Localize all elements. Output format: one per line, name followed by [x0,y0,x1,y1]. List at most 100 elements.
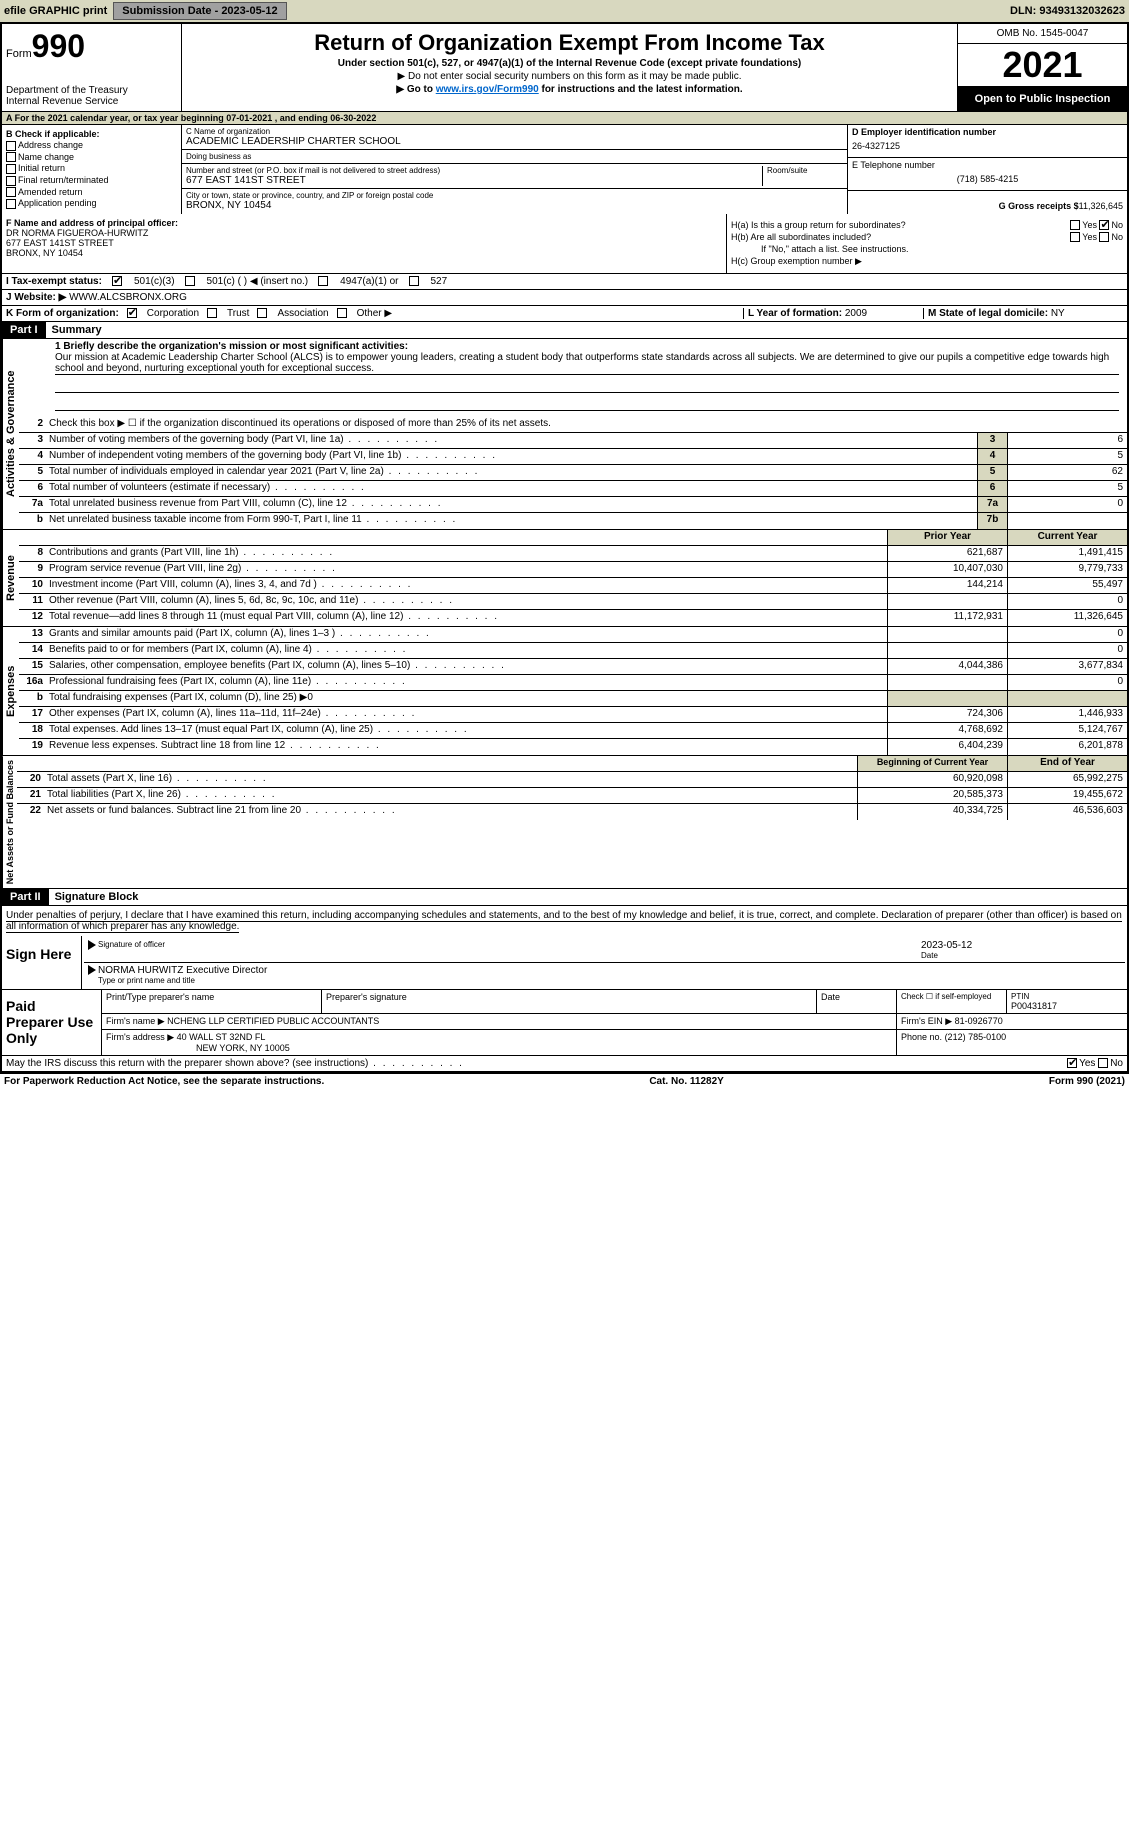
table-row: 13Grants and similar amounts paid (Part … [19,627,1127,643]
header-center: Return of Organization Exempt From Incom… [182,24,957,111]
street-value: 677 EAST 141ST STREET [186,175,758,186]
checkbox-icon[interactable] [257,308,267,318]
checkbox-icon[interactable] [318,276,328,286]
mission-label: 1 Briefly describe the organization's mi… [55,341,1119,352]
check-final: Final return/terminated [6,175,177,186]
part1-header: Part I Summary [2,322,1127,339]
i-label: I Tax-exempt status: [6,276,102,287]
street-label: Number and street (or P.O. box if mail i… [186,166,758,175]
table-row: bTotal fundraising expenses (Part IX, co… [19,691,1127,707]
room-label: Room/suite [767,166,843,175]
checkbox-checked-icon[interactable] [112,276,122,286]
prep-check-head: Check ☐ if self-employed [897,990,1007,1013]
checkbox-icon[interactable] [1070,232,1080,242]
table-row: 4Number of independent voting members of… [19,449,1127,465]
sig-line-2: NORMA HURWITZ Executive DirectorType or … [84,963,1125,987]
k-label: K Form of organization: [6,308,119,319]
omb-number: OMB No. 1545-0047 [958,24,1127,44]
discuss-row: May the IRS discuss this return with the… [2,1056,1127,1072]
checkbox-icon[interactable] [337,308,347,318]
ein-label: D Employer identification number [852,127,1123,137]
sign-here-row: Sign Here Signature of officer 2023-05-1… [2,936,1127,990]
firm-name: NCHENG LLP CERTIFIED PUBLIC ACCOUNTANTS [167,1016,379,1026]
tel-value: (718) 585-4215 [852,170,1123,188]
mission-text: Our mission at Academic Leadership Chart… [55,352,1119,375]
checkbox-icon[interactable] [185,276,195,286]
section-fh: F Name and address of principal officer:… [2,214,1127,274]
checkbox-icon[interactable] [6,164,16,174]
efile-label: efile GRAPHIC print [4,5,107,17]
table-row: 3Number of voting members of the governi… [19,433,1127,449]
ptin-value: P00431817 [1011,1001,1123,1011]
checkbox-icon[interactable] [6,199,16,209]
checkbox-icon[interactable] [409,276,419,286]
rev-vlabel: Revenue [2,530,19,626]
sig-line-1: Signature of officer 2023-05-12Date [84,938,1125,963]
exp-vlabel: Expenses [2,627,19,755]
checkbox-icon[interactable] [207,308,217,318]
officer-name: DR NORMA FIGUEROA-HURWITZ [6,228,722,238]
hb-row: H(b) Are all subordinates included? Yes … [731,232,1123,242]
note-ssn: ▶ Do not enter social security numbers o… [186,71,953,82]
checkbox-icon[interactable] [1099,232,1109,242]
table-row: 21Total liabilities (Part X, line 26)20,… [17,788,1127,804]
section-h: H(a) Is this a group return for subordin… [727,214,1127,273]
prep-addr-row: Firm's address ▶ 40 WALL ST 32ND FLNEW Y… [102,1030,1127,1055]
table-row: 14Benefits paid to or for members (Part … [19,643,1127,659]
ptin-head: PTIN [1011,992,1123,1001]
l-value: 2009 [845,308,867,319]
table-row: 16aProfessional fundraising fees (Part I… [19,675,1127,691]
rev-head-row: Prior Year Current Year [19,530,1127,546]
end-head: End of Year [1007,756,1127,771]
table-row: 15Salaries, other compensation, employee… [19,659,1127,675]
firm-label: Firm's name ▶ [106,1016,165,1026]
part2-badge: Part II [2,889,49,905]
checkbox-icon[interactable] [6,187,16,197]
note2-pre: ▶ Go to [396,84,435,95]
checkbox-checked-icon[interactable] [127,308,137,318]
prep-name-head: Print/Type preparer's name [102,990,322,1013]
col-b: B Check if applicable: Address change Na… [2,125,182,214]
blank-line [55,379,1119,393]
preparer-label: Paid Preparer Use Only [2,990,102,1055]
beginning-head: Beginning of Current Year [857,756,1007,771]
hb-note: If "No," attach a list. See instructions… [731,244,1123,254]
arrow-icon [88,965,96,975]
current-year-head: Current Year [1007,530,1127,545]
prior-year-head: Prior Year [887,530,1007,545]
checkbox-icon[interactable] [6,176,16,186]
tax-status-row: I Tax-exempt status: 501(c)(3) 501(c) ( … [2,274,1127,290]
checkbox-icon[interactable] [6,141,16,151]
checkbox-checked-icon[interactable] [1099,220,1109,230]
part1-badge: Part I [2,322,46,338]
table-row: bNet unrelated business taxable income f… [19,513,1127,529]
checkbox-icon[interactable] [1098,1058,1108,1068]
org-name: ACADEMIC LEADERSHIP CHARTER SCHOOL [186,136,843,147]
dln-label: DLN: 93493132032623 [1010,5,1125,17]
checkbox-checked-icon[interactable] [1067,1058,1077,1068]
check-amended: Amended return [6,187,177,198]
revenue-table: Revenue Prior Year Current Year 8Contrib… [2,530,1127,627]
prep-head-row: Print/Type preparer's name Preparer's si… [102,990,1127,1014]
irs-link[interactable]: www.irs.gov/Form990 [436,84,539,95]
prep-sig-head: Preparer's signature [322,990,817,1013]
table-row: 6Total number of volunteers (estimate if… [19,481,1127,497]
check-namechange: Name change [6,152,177,163]
checkbox-icon[interactable] [6,152,16,162]
m-label: M State of legal domicile: [928,308,1048,319]
firm-addr1: 40 WALL ST 32ND FL [177,1032,266,1042]
hc-row: H(c) Group exemption number ▶ [731,256,1123,267]
submission-date-button[interactable]: Submission Date - 2023-05-12 [113,2,286,20]
sig-officer-label: Signature of officer [98,940,921,949]
table-row: 11Other revenue (Part VIII, column (A), … [19,594,1127,610]
col-b-title: B Check if applicable: [6,129,177,139]
l-label: L Year of formation: [748,308,842,319]
net-head-row: Beginning of Current Year End of Year [17,756,1127,772]
table-row: 20Total assets (Part X, line 16)60,920,0… [17,772,1127,788]
part2-header: Part II Signature Block [2,889,1127,906]
phone-value: (212) 785-0100 [945,1032,1007,1042]
checkbox-icon[interactable] [1070,220,1080,230]
form-subtitle: Under section 501(c), 527, or 4947(a)(1)… [186,58,953,69]
table-row: 19Revenue less expenses. Subtract line 1… [19,739,1127,755]
check-pending: Application pending [6,198,177,209]
